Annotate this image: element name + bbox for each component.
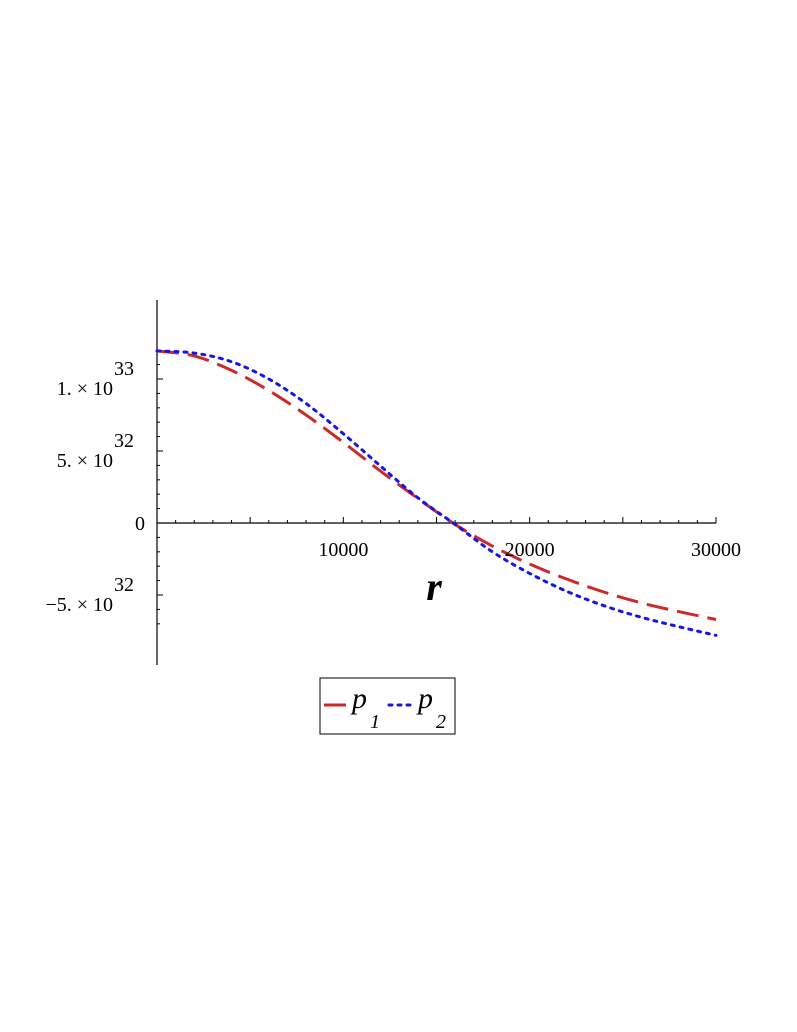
x-tick-label: 10000 [318,539,368,561]
y-tick-exponent: 33 [114,358,134,380]
y-tick-label: 5. × 10 [57,450,113,472]
x-tick-label: 30000 [691,539,741,561]
y-tick-label: 0 [135,513,145,535]
legend-subscript: 2 [436,711,446,733]
axes [156,300,717,665]
x-tick-label: 20000 [505,539,555,561]
y-tick-exponent: 32 [114,430,134,452]
series-line-p2 [155,349,718,637]
legend-label: p [416,682,433,715]
series-line-p1 [156,349,717,621]
y-tick-exponent: 32 [114,574,134,596]
legend-label: p [350,682,367,715]
legend-subscript: 1 [370,711,380,733]
series-layer [155,349,718,637]
y-tick-label: −5. × 10 [45,594,113,616]
x-axis-title: r [426,564,442,609]
y-tick-label: 1. × 10 [57,378,113,400]
